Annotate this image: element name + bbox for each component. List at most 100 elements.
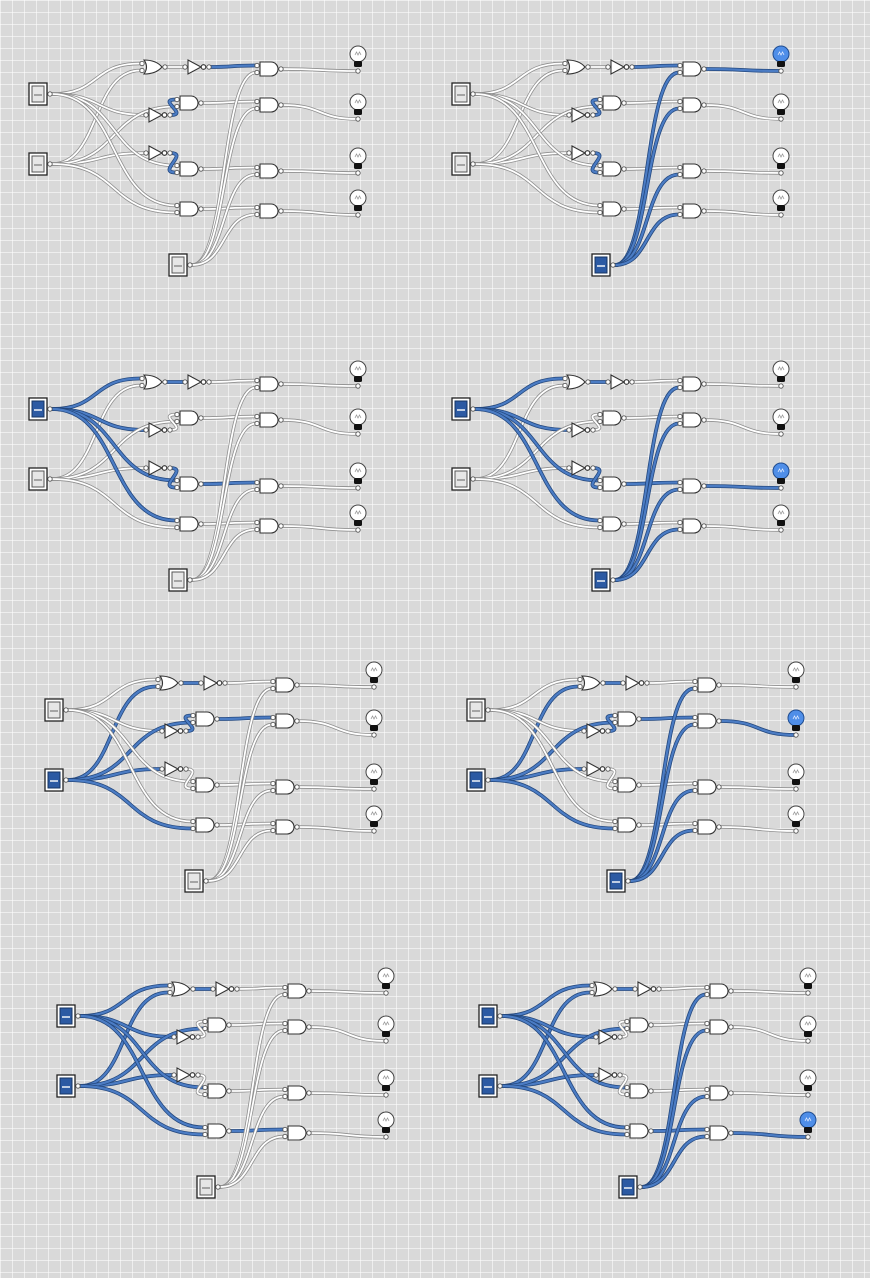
- not-gate-icon[interactable]: [581, 723, 611, 739]
- and-gate-icon[interactable]: [677, 376, 707, 392]
- and-gate-icon[interactable]: [612, 817, 642, 833]
- and-gate-icon[interactable]: [692, 819, 722, 835]
- input-switch-b[interactable]: [56, 1074, 81, 1098]
- and-gate-icon[interactable]: [597, 95, 627, 111]
- input-switch-b[interactable]: [478, 1074, 503, 1098]
- and-gate-icon[interactable]: [677, 518, 707, 534]
- and-gate-icon[interactable]: [692, 779, 722, 795]
- enable-switch[interactable]: [591, 253, 616, 277]
- not-gate-icon[interactable]: [198, 675, 228, 691]
- and-gate-icon[interactable]: [254, 376, 284, 392]
- enable-switch[interactable]: [196, 1175, 221, 1199]
- not-gate-icon[interactable]: [620, 675, 650, 691]
- and-gate-icon[interactable]: [677, 478, 707, 494]
- input-switch-b[interactable]: [28, 152, 53, 176]
- not-gate-icon[interactable]: [566, 145, 596, 161]
- enable-switch[interactable]: [591, 568, 616, 592]
- and-gate-icon[interactable]: [190, 711, 220, 727]
- and-gate-icon[interactable]: [174, 476, 204, 492]
- and-gate-icon[interactable]: [704, 1019, 734, 1035]
- and-gate-icon[interactable]: [677, 412, 707, 428]
- and-gate-icon[interactable]: [254, 478, 284, 494]
- not-gate-icon[interactable]: [159, 761, 189, 777]
- not-gate-icon[interactable]: [143, 145, 173, 161]
- not-gate-icon[interactable]: [210, 981, 240, 997]
- and-gate-icon[interactable]: [174, 95, 204, 111]
- and-gate-icon[interactable]: [282, 1019, 312, 1035]
- and-gate-icon[interactable]: [254, 518, 284, 534]
- and-gate-icon[interactable]: [677, 61, 707, 77]
- input-switch-a[interactable]: [28, 397, 53, 421]
- not-gate-icon[interactable]: [182, 59, 212, 75]
- not-gate-icon[interactable]: [566, 460, 596, 476]
- and-gate-icon[interactable]: [677, 163, 707, 179]
- and-gate-icon[interactable]: [190, 817, 220, 833]
- and-gate-icon[interactable]: [704, 1085, 734, 1101]
- input-switch-a[interactable]: [478, 1004, 503, 1028]
- or-gate-icon[interactable]: [562, 374, 591, 390]
- and-gate-icon[interactable]: [282, 983, 312, 999]
- and-gate-icon[interactable]: [677, 97, 707, 113]
- input-switch-b[interactable]: [466, 768, 491, 792]
- or-gate-icon[interactable]: [139, 374, 168, 390]
- and-gate-icon[interactable]: [597, 476, 627, 492]
- and-gate-icon[interactable]: [692, 713, 722, 729]
- and-gate-icon[interactable]: [174, 201, 204, 217]
- input-switch-b[interactable]: [44, 768, 69, 792]
- and-gate-icon[interactable]: [704, 983, 734, 999]
- and-gate-icon[interactable]: [624, 1083, 654, 1099]
- and-gate-icon[interactable]: [174, 161, 204, 177]
- or-gate-icon[interactable]: [167, 981, 196, 997]
- input-switch-a[interactable]: [44, 698, 69, 722]
- not-gate-icon[interactable]: [182, 374, 212, 390]
- input-switch-b[interactable]: [451, 152, 476, 176]
- and-gate-icon[interactable]: [597, 410, 627, 426]
- enable-switch[interactable]: [606, 869, 631, 893]
- and-gate-icon[interactable]: [190, 777, 220, 793]
- not-gate-icon[interactable]: [632, 981, 662, 997]
- and-gate-icon[interactable]: [612, 777, 642, 793]
- and-gate-icon[interactable]: [270, 677, 300, 693]
- not-gate-icon[interactable]: [605, 59, 635, 75]
- input-switch-b[interactable]: [28, 467, 53, 491]
- and-gate-icon[interactable]: [202, 1123, 232, 1139]
- and-gate-icon[interactable]: [597, 201, 627, 217]
- or-gate-icon[interactable]: [139, 59, 168, 75]
- and-gate-icon[interactable]: [174, 516, 204, 532]
- not-gate-icon[interactable]: [566, 422, 596, 438]
- enable-switch[interactable]: [168, 568, 193, 592]
- and-gate-icon[interactable]: [254, 203, 284, 219]
- and-gate-icon[interactable]: [624, 1123, 654, 1139]
- not-gate-icon[interactable]: [171, 1029, 201, 1045]
- not-gate-icon[interactable]: [593, 1029, 623, 1045]
- input-switch-a[interactable]: [28, 82, 53, 106]
- and-gate-icon[interactable]: [270, 779, 300, 795]
- and-gate-icon[interactable]: [282, 1085, 312, 1101]
- and-gate-icon[interactable]: [624, 1017, 654, 1033]
- and-gate-icon[interactable]: [270, 819, 300, 835]
- and-gate-icon[interactable]: [597, 161, 627, 177]
- input-switch-a[interactable]: [451, 397, 476, 421]
- not-gate-icon[interactable]: [605, 374, 635, 390]
- not-gate-icon[interactable]: [159, 723, 189, 739]
- and-gate-icon[interactable]: [677, 203, 707, 219]
- and-gate-icon[interactable]: [704, 1125, 734, 1141]
- or-gate-icon[interactable]: [562, 59, 591, 75]
- not-gate-icon[interactable]: [581, 761, 611, 777]
- not-gate-icon[interactable]: [143, 107, 173, 123]
- input-switch-a[interactable]: [466, 698, 491, 722]
- enable-switch[interactable]: [184, 869, 209, 893]
- not-gate-icon[interactable]: [171, 1067, 201, 1083]
- and-gate-icon[interactable]: [254, 163, 284, 179]
- input-switch-b[interactable]: [451, 467, 476, 491]
- and-gate-icon[interactable]: [254, 412, 284, 428]
- and-gate-icon[interactable]: [254, 61, 284, 77]
- not-gate-icon[interactable]: [566, 107, 596, 123]
- not-gate-icon[interactable]: [593, 1067, 623, 1083]
- or-gate-icon[interactable]: [589, 981, 618, 997]
- and-gate-icon[interactable]: [612, 711, 642, 727]
- or-gate-icon[interactable]: [155, 675, 184, 691]
- and-gate-icon[interactable]: [597, 516, 627, 532]
- input-switch-a[interactable]: [451, 82, 476, 106]
- and-gate-icon[interactable]: [282, 1125, 312, 1141]
